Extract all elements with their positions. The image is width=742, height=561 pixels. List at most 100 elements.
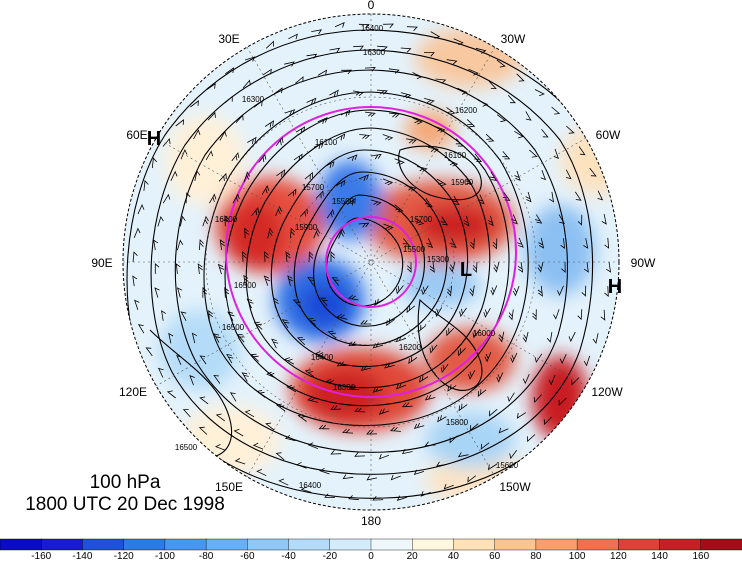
colorbar-swatch <box>41 538 84 551</box>
wind-barb <box>175 263 181 274</box>
wind-barb <box>508 95 516 104</box>
wind-barb <box>522 373 530 385</box>
wind-barb <box>488 80 497 89</box>
contour-label: 15900 <box>295 223 318 232</box>
wind-barb <box>194 170 201 181</box>
wind-barb <box>457 347 466 357</box>
wind-barb <box>253 100 263 108</box>
wind-barb <box>468 370 476 380</box>
wind-barb <box>145 347 153 357</box>
wind-barb <box>511 214 518 225</box>
wind-barb <box>134 299 140 311</box>
map-border <box>122 13 620 511</box>
outer-reference-circle <box>225 106 517 398</box>
high-marker-west: H <box>147 128 161 150</box>
wind-barb <box>258 153 267 163</box>
wind-barb <box>558 214 566 224</box>
wind-barb <box>190 100 199 108</box>
wind-barb <box>485 133 495 142</box>
wind-barb <box>286 385 297 393</box>
wind-barb <box>213 375 221 384</box>
wind-barb <box>527 434 536 443</box>
wind-barb <box>342 474 354 480</box>
wind-barb <box>412 117 423 125</box>
wind-barb <box>489 408 498 417</box>
wind-barb <box>177 239 184 251</box>
wind-barb <box>514 170 521 182</box>
height-contours <box>126 29 619 499</box>
wind-barb <box>180 149 188 160</box>
wind-barb <box>509 449 518 460</box>
wind-barb <box>502 151 511 160</box>
wind-barb <box>558 397 567 406</box>
wind-barb <box>395 285 404 295</box>
wind-barb <box>421 285 429 296</box>
wind-barb <box>487 463 498 471</box>
contour-label: 16300 <box>363 48 386 57</box>
wind-barb <box>162 193 171 204</box>
wind-barb <box>447 384 457 392</box>
wind-barb <box>207 111 216 121</box>
colorbar-tick-label: -160 <box>31 551 51 561</box>
colorbar-swatch <box>494 538 537 551</box>
wind-barb <box>244 227 249 239</box>
wind-barb <box>394 158 405 165</box>
high-marker-east: H <box>608 276 622 298</box>
wind-barb <box>295 76 304 84</box>
wind-barb <box>396 382 407 390</box>
wind-barb <box>366 429 378 435</box>
colorbar-swatch <box>247 538 290 551</box>
wind-barb <box>342 428 354 434</box>
wind-barb <box>296 337 306 346</box>
wind-barb <box>307 318 317 326</box>
wind-barb <box>370 153 382 160</box>
wind-barb <box>250 353 259 362</box>
lon-label-120e: 120E <box>119 385 147 399</box>
wind-barb <box>262 68 272 76</box>
colorbar-tick-label: 160 <box>692 551 709 561</box>
wind-barb <box>300 208 308 217</box>
wind-barb <box>229 392 237 402</box>
wind-barb <box>137 324 145 334</box>
wind-barb <box>376 45 388 51</box>
wind-barb <box>304 369 315 377</box>
wind-barb <box>566 125 575 134</box>
wind-barb <box>359 134 371 140</box>
wind-barb <box>372 495 384 501</box>
wind-barb <box>199 239 204 251</box>
colorbar-swatch <box>329 538 372 551</box>
wind-barb <box>161 310 167 321</box>
colorbar-tick-label: 80 <box>530 551 542 561</box>
wind-barb <box>348 341 360 347</box>
wind-barb <box>543 416 552 426</box>
wind-barb <box>191 332 197 344</box>
wind-barb <box>336 361 348 367</box>
contour-label: 15600 <box>496 461 519 470</box>
wind-barb <box>428 147 439 153</box>
wind-barb <box>400 47 412 53</box>
wind-barb <box>324 493 336 498</box>
wind-barb <box>132 275 138 287</box>
wind-barb <box>389 426 401 432</box>
wind-barb <box>276 169 286 177</box>
wind-barb <box>202 215 209 227</box>
wind-barb <box>453 38 464 46</box>
wind-barbs <box>132 21 612 501</box>
wind-barb <box>516 412 527 419</box>
wind-barb <box>388 68 400 74</box>
wind-barb <box>182 409 191 418</box>
wind-barb <box>219 130 227 141</box>
wind-barb <box>583 261 589 273</box>
wind-barb <box>522 331 529 343</box>
wind-barb <box>253 321 263 330</box>
wind-barb <box>475 47 487 54</box>
wind-barb <box>242 79 251 89</box>
wind-barb <box>400 92 412 99</box>
colorbar-swatch <box>412 538 455 551</box>
wind-barb <box>401 402 413 408</box>
wind-barb <box>516 73 525 82</box>
wind-barb <box>402 238 411 247</box>
colorbar-swatch <box>659 538 702 551</box>
wind-barb <box>317 69 328 76</box>
wind-barb <box>496 372 504 383</box>
